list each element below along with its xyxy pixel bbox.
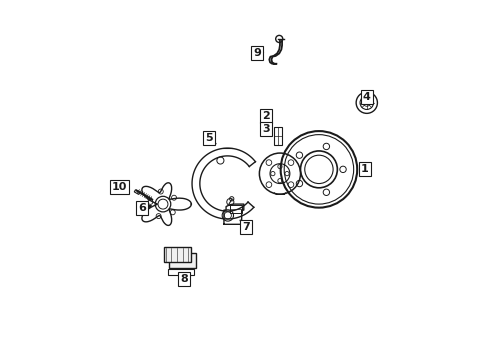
Text: 10: 10 [112,182,127,192]
Text: 8: 8 [180,274,188,284]
Text: 6: 6 [138,203,145,213]
Text: 3: 3 [262,123,269,134]
Polygon shape [169,253,196,268]
Text: 7: 7 [242,222,250,232]
Text: 1: 1 [361,165,368,174]
Text: 4: 4 [362,92,370,102]
Bar [168,269,193,275]
Bar [274,127,282,145]
Text: 2: 2 [262,111,269,121]
Polygon shape [163,247,190,262]
Bar [230,205,241,213]
Text: 5: 5 [205,133,212,143]
Bar [134,190,140,194]
Text: 9: 9 [252,48,260,58]
